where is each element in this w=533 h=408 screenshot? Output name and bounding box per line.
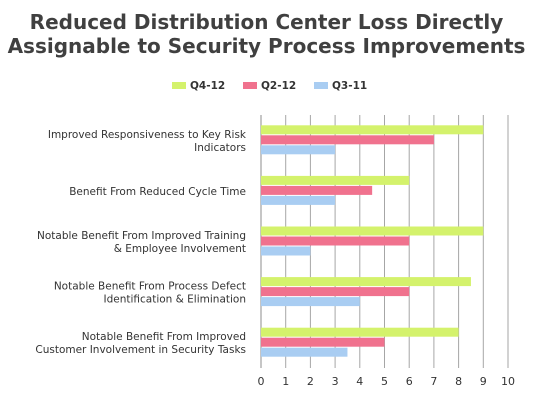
x-tick-label: 4 — [356, 375, 363, 388]
chart-title-line-2: Assignable to Security Process Improveme… — [7, 34, 526, 58]
bar — [261, 287, 410, 297]
bar — [261, 337, 385, 347]
category-label: Indicators — [194, 142, 246, 154]
bar — [261, 185, 373, 195]
x-tick-label: 10 — [501, 375, 515, 388]
bar — [261, 125, 484, 135]
category-label: & Employee Involvement — [114, 243, 246, 255]
legend-label: Q4-12 — [190, 80, 225, 92]
category-label: Notable Benefit From Improved — [82, 331, 246, 343]
bar — [261, 145, 336, 155]
category-label: Notable Benefit From Improved Training — [37, 230, 246, 242]
legend-swatch — [243, 82, 257, 89]
category-label: Improved Responsiveness to Key Risk — [48, 129, 247, 141]
chart-title-line-1: Reduced Distribution Center Loss Directl… — [29, 10, 504, 34]
category-label: Notable Benefit From Process Defect — [54, 281, 246, 293]
x-tick-label: 8 — [455, 375, 462, 388]
bar — [261, 195, 336, 205]
bar — [261, 347, 348, 357]
category-label: Customer Involvement in Security Tasks — [35, 344, 246, 356]
legend-label: Q2-12 — [261, 80, 296, 92]
x-tick-label: 9 — [480, 375, 487, 388]
bar — [261, 246, 311, 256]
bar — [261, 226, 484, 236]
bar — [261, 277, 471, 287]
legend-swatch — [172, 82, 186, 89]
bar — [261, 327, 459, 337]
x-tick-label: 5 — [381, 375, 388, 388]
x-tick-label: 2 — [307, 375, 314, 388]
category-label: Benefit From Reduced Cycle Time — [69, 186, 246, 198]
x-tick-label: 7 — [430, 375, 437, 388]
category-label: Identification & Elimination — [103, 294, 246, 306]
x-tick-label: 3 — [332, 375, 339, 388]
chart-title: Reduced Distribution Center Loss Directl… — [0, 10, 533, 58]
x-tick-label: 0 — [258, 375, 265, 388]
legend-label: Q3-11 — [332, 80, 367, 92]
x-tick-label: 1 — [282, 375, 289, 388]
x-tick-label: 6 — [406, 375, 413, 388]
bar — [261, 297, 360, 307]
bar — [261, 175, 410, 185]
bar — [261, 236, 410, 246]
bar — [261, 135, 434, 145]
legend-swatch — [314, 82, 328, 89]
